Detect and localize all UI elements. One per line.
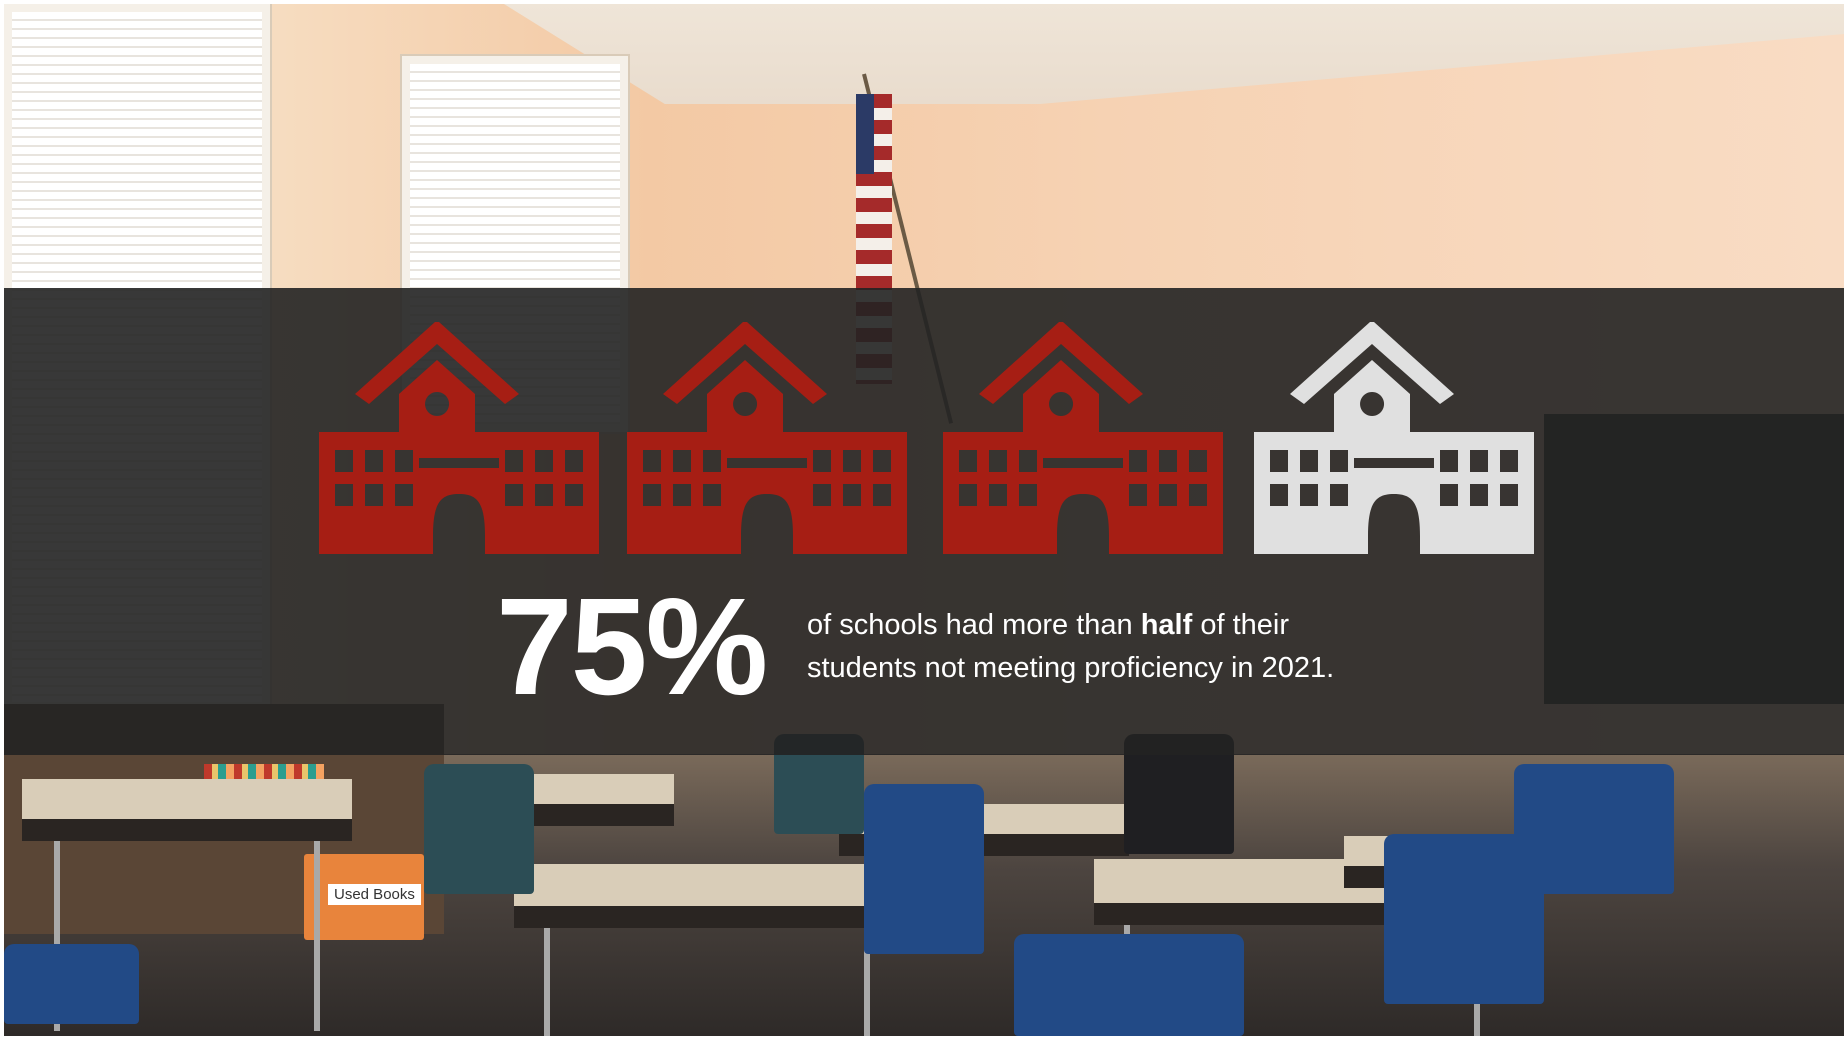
slide: Used Books	[4, 4, 1844, 1036]
desk-leg	[544, 928, 550, 1036]
desk	[22, 779, 352, 841]
desk-leg	[864, 928, 870, 1036]
stat-description: of schools had more than half of their s…	[807, 604, 1507, 690]
school-icon	[1254, 322, 1534, 554]
used-books-bin: Used Books	[304, 854, 424, 940]
stat-percentage: 75%	[496, 570, 768, 724]
desk	[524, 774, 674, 826]
ceiling	[504, 4, 1844, 104]
stat-text-line2: students not meeting proficiency in 2021…	[807, 652, 1335, 684]
desk-leg	[314, 841, 320, 1031]
used-books-label: Used Books	[328, 884, 421, 905]
school-icon	[319, 322, 599, 554]
stat-text-emphasis: half	[1140, 609, 1193, 641]
chair	[4, 944, 139, 1024]
school-icons-row	[319, 322, 1534, 554]
stat-text-line1-end: of their	[1192, 609, 1289, 641]
school-icon	[943, 322, 1223, 554]
chair	[1514, 764, 1674, 894]
overlay-band	[4, 288, 1844, 755]
desk	[514, 864, 904, 928]
desk-leg	[54, 841, 60, 1031]
chair	[424, 764, 534, 894]
chair	[1014, 934, 1244, 1036]
stat-text-line1-start: of schools had more than	[807, 609, 1141, 641]
school-icon	[627, 322, 907, 554]
chair	[864, 784, 984, 954]
